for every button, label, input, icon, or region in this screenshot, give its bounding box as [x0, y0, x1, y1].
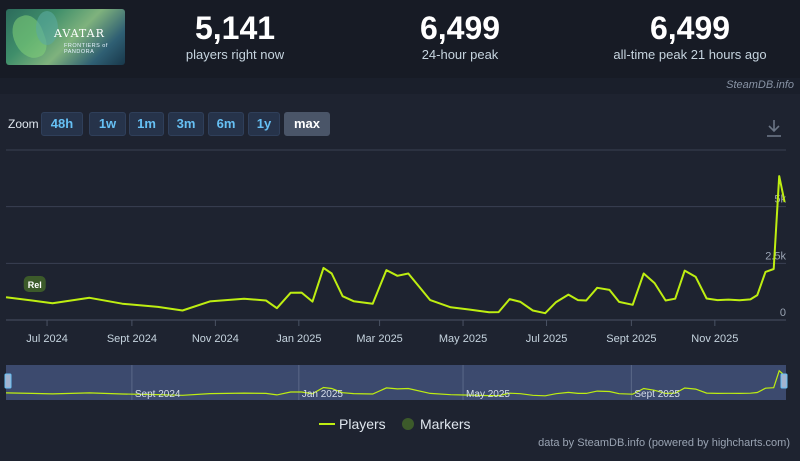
zoom-1w-button[interactable]: 1w	[89, 112, 126, 136]
stat-label: all-time peak 21 hours ago	[613, 47, 767, 62]
navigator-series-line	[5, 369, 785, 397]
x-tick-label: Nov 2025	[691, 333, 738, 345]
event-marker[interactable]: Rel	[23, 276, 46, 292]
data-credit[interactable]: data by SteamDB.info (powered by highcha…	[538, 437, 790, 449]
stat-label: players right now	[185, 47, 285, 62]
stat-24h-peak: 6,499 24-hour peak	[385, 10, 535, 62]
x-tick-label: Jul 2025	[526, 333, 568, 345]
x-tick-label: Jan 2025	[276, 333, 321, 345]
zoom-1m-button[interactable]: 1m	[129, 112, 164, 136]
legend-markers-symbol	[402, 418, 414, 430]
thumbnail-subtitle: FRONTIERS of PANDORA	[64, 43, 108, 55]
stat-value: 6,499	[419, 10, 501, 46]
stat-value: 5,141	[194, 10, 276, 46]
stat-all-time-peak: 6,499 all-time peak 21 hours ago	[590, 10, 790, 62]
y-tick-label: 0	[780, 307, 786, 319]
y-tick-label: 5k	[774, 194, 786, 206]
stat-current-players: 5,141 players right now	[160, 10, 310, 62]
navigator-tick-label: Jan 2025	[302, 389, 344, 400]
event-marker-badge[interactable]	[23, 276, 46, 292]
x-tick-label: Sept 2024	[107, 333, 157, 345]
x-tick-label: Nov 2024	[192, 333, 239, 345]
stat-label: 24-hour peak	[421, 47, 499, 62]
zoom-label: Zoom	[8, 117, 39, 131]
legend-players-symbol	[319, 423, 335, 425]
zoom-6m-button[interactable]: 6m	[208, 112, 244, 136]
zoom-1y-button[interactable]: 1y	[248, 112, 280, 136]
stats-header: AVATAR FRONTIERS of PANDORA 5,141 player…	[0, 0, 800, 78]
legend-markers[interactable]: Markers	[420, 416, 471, 432]
navigator-tick-label: Sept 2024	[135, 389, 181, 400]
thumbnail-leaf-decoration-2	[36, 11, 58, 45]
navigator-tick-label: Sept 2025	[634, 389, 680, 400]
legend-players[interactable]: Players	[339, 416, 386, 432]
navigator-tick-label: May 2025	[466, 389, 510, 400]
players-series-line[interactable]	[5, 175, 786, 315]
navigator-handle-right[interactable]	[780, 373, 788, 389]
zoom-max-button[interactable]: max	[284, 112, 330, 136]
navigator-background[interactable]	[6, 365, 786, 400]
brand-strip	[0, 78, 800, 94]
game-thumbnail[interactable]: AVATAR FRONTIERS of PANDORA	[6, 9, 125, 65]
stat-value: 6,499	[649, 10, 731, 46]
steamdb-brand[interactable]: SteamDB.info	[726, 79, 794, 91]
x-tick-label: May 2025	[439, 333, 487, 345]
x-tick-label: Mar 2025	[356, 333, 402, 345]
y-tick-label: 2.5k	[765, 250, 786, 262]
x-tick-label: Jul 2024	[26, 333, 68, 345]
navigator-handle-left[interactable]	[4, 373, 12, 389]
event-marker-label: Rel	[28, 280, 42, 290]
x-tick-label: Sept 2025	[606, 333, 656, 345]
zoom-3m-button[interactable]: 3m	[168, 112, 204, 136]
download-icon[interactable]	[765, 118, 783, 138]
thumbnail-title: AVATAR	[54, 27, 105, 40]
zoom-48h-button[interactable]: 48h	[41, 112, 83, 136]
